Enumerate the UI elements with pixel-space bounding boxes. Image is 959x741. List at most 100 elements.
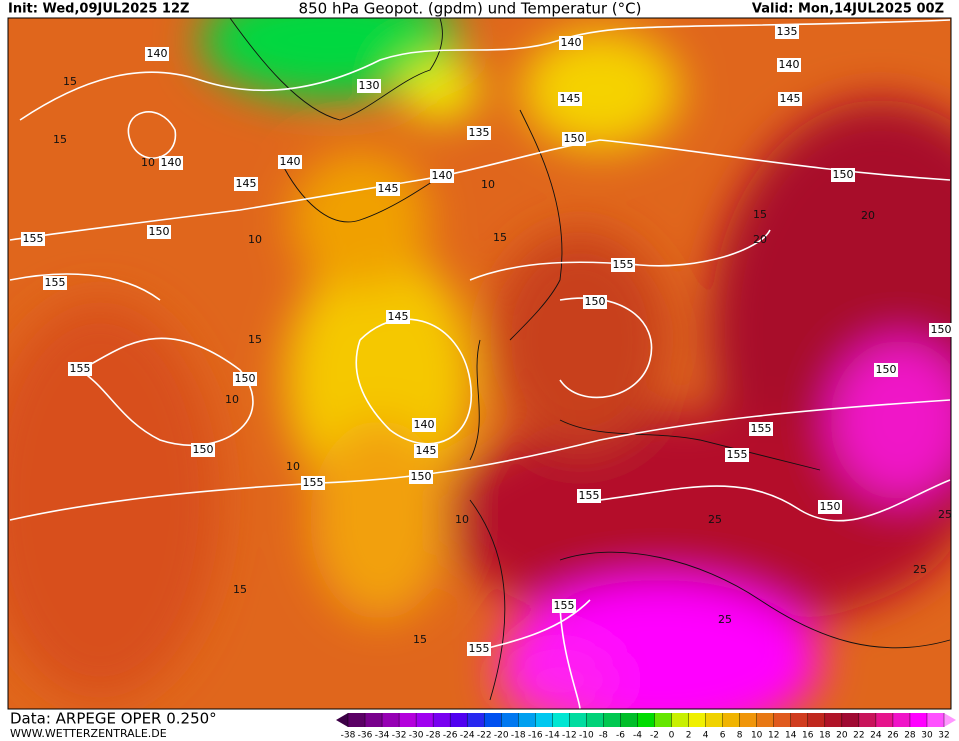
- colorbar-cell: [450, 713, 468, 727]
- colorbar-label: -26: [443, 731, 458, 741]
- init-time: Init: Wed,09JUL2025 12Z: [8, 2, 189, 17]
- geopotential-label: 150: [585, 295, 606, 308]
- contour-label-box: [725, 448, 749, 462]
- contour-label-box: [278, 155, 302, 169]
- colorbar-label: 24: [870, 731, 882, 741]
- data-source: Data: ARPEGE OPER 0.250°: [10, 710, 217, 728]
- contour-label-box: [611, 258, 635, 272]
- colorbar-label: 26: [887, 731, 899, 741]
- temperature-label: 25: [938, 508, 952, 521]
- colorbar-label: 32: [938, 731, 949, 741]
- colorbar-label: 8: [737, 731, 743, 741]
- colorbar-label: -34: [375, 731, 390, 741]
- temperature-label: 25: [718, 613, 732, 626]
- contour-label-box: [583, 295, 607, 309]
- colorbar-cell: [348, 713, 366, 727]
- colorbar-cell: [620, 713, 638, 727]
- colorbar-label: -38: [341, 731, 356, 741]
- colorbar-label: 20: [836, 731, 848, 741]
- colorbar-label: -6: [616, 731, 625, 741]
- geopotential-label: 140: [432, 169, 453, 182]
- geopotential-label: 155: [613, 258, 634, 271]
- contour-label-box: [831, 168, 855, 182]
- temperature-label: 15: [493, 231, 507, 244]
- colorbar-cell: [909, 713, 928, 727]
- colorbar-cell: [637, 713, 656, 727]
- geopotential-label: 145: [560, 92, 581, 105]
- contour-label-box: [818, 500, 842, 514]
- geopotential-label: 145: [388, 310, 409, 323]
- colorbar-label: -2: [650, 731, 659, 741]
- contour-label-box: [386, 310, 410, 324]
- contour-label-box: [467, 642, 491, 656]
- colorbar-label: -22: [477, 731, 492, 741]
- colorbar-cell: [399, 713, 417, 727]
- geopotential-label: 145: [780, 92, 801, 105]
- contour-label-box: [778, 92, 802, 106]
- colorbar-cell: [790, 713, 809, 727]
- temperature-label: 10: [286, 460, 300, 473]
- colorbar-cell: [671, 713, 690, 727]
- geopotential-label: 150: [193, 443, 214, 456]
- contour-label-box: [357, 79, 381, 93]
- geopotential-label: 140: [161, 156, 182, 169]
- geopotential-label: 155: [303, 476, 324, 489]
- colorbar-label: 6: [720, 731, 726, 741]
- contour-label-box: [43, 276, 67, 290]
- contour-label-box: [147, 225, 171, 239]
- temperature-label: 10: [248, 233, 262, 246]
- geopotential-label: 150: [876, 363, 897, 376]
- geopotential-label: 140: [779, 58, 800, 71]
- geopotential-label: 155: [469, 642, 490, 655]
- contour-label-box: [929, 323, 953, 337]
- contour-label-box: [159, 156, 183, 170]
- geopotential-label: 140: [414, 418, 435, 431]
- contour-label-box: [775, 25, 799, 39]
- colorbar-cell: [688, 713, 707, 727]
- contour-label-box: [409, 470, 433, 484]
- contour-label-box: [467, 126, 491, 140]
- colorbar-cell: [773, 713, 792, 727]
- coastline: [229, 18, 951, 701]
- colorbar-cell: [722, 713, 741, 727]
- temperature-label: 10: [481, 178, 495, 191]
- temperature-label: 10: [455, 513, 469, 526]
- contour-label-box: [191, 443, 215, 457]
- temperature-label: 15: [248, 333, 262, 346]
- colorbar-label: -8: [599, 731, 608, 741]
- colorbar-cell: [484, 713, 502, 727]
- colorbar-label: -16: [528, 731, 543, 741]
- map-frame: [7, 17, 952, 710]
- colorbar-label: -30: [409, 731, 424, 741]
- geopotential-label: 155: [727, 448, 748, 461]
- colorbar-label: -28: [426, 731, 441, 741]
- colorbar-cell: [875, 713, 894, 727]
- colorbar-cell: [807, 713, 826, 727]
- contour-label-box: [558, 92, 582, 106]
- geopotential-label: 155: [554, 599, 575, 612]
- colorbar-label: 14: [785, 731, 797, 741]
- contour-label-box: [412, 418, 436, 432]
- colorbar-cell: [467, 713, 485, 727]
- temperature-label: 15: [63, 75, 77, 88]
- geopotential-label: 140: [561, 36, 582, 49]
- geopotential-label: 155: [45, 276, 66, 289]
- contour-label-box: [233, 372, 257, 386]
- contour-label-box: [874, 363, 898, 377]
- colorbar-cell: [433, 713, 451, 727]
- geopotential-label: 140: [280, 155, 301, 168]
- colorbar-label: -12: [562, 731, 577, 741]
- colorbar-label: -20: [494, 731, 509, 741]
- temperature-label: 15: [753, 208, 767, 221]
- contour-label-box: [552, 599, 576, 613]
- geopotential-label: 150: [564, 132, 585, 145]
- geopotential-label: 150: [820, 500, 841, 513]
- geopotential-label: 145: [378, 182, 399, 195]
- geopotential-label: 150: [235, 372, 256, 385]
- contour-label-box: [68, 362, 92, 376]
- geopotential-label: 150: [931, 323, 952, 336]
- temperature-label: 15: [53, 133, 67, 146]
- colorbar-cell: [535, 713, 553, 727]
- colorbar-cell: [586, 713, 604, 727]
- colorbar-cell: [365, 713, 383, 727]
